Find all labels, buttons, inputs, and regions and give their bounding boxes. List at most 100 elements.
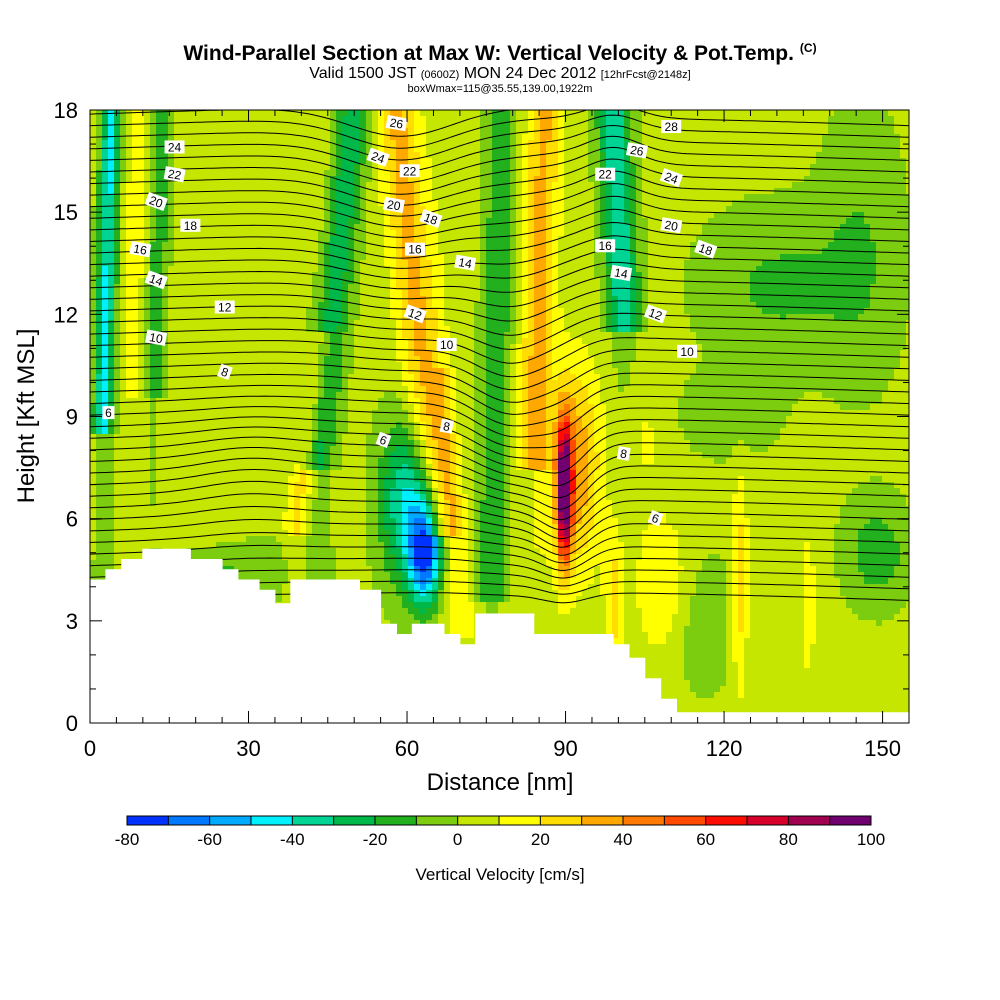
velocity-cell xyxy=(282,152,289,159)
velocity-cell xyxy=(258,260,265,267)
velocity-cell xyxy=(126,128,133,135)
velocity-cell xyxy=(330,512,337,519)
velocity-cell xyxy=(240,482,247,489)
velocity-cell xyxy=(336,470,343,477)
velocity-cell xyxy=(318,530,325,537)
velocity-cell xyxy=(210,314,217,321)
velocity-cell xyxy=(270,416,277,423)
velocity-cell xyxy=(234,254,241,261)
velocity-cell xyxy=(192,152,199,159)
velocity-cell xyxy=(264,572,271,579)
velocity-cell xyxy=(372,110,379,117)
velocity-cell xyxy=(234,332,241,339)
velocity-cell xyxy=(288,272,295,279)
velocity-cell xyxy=(96,566,103,573)
velocity-cell xyxy=(156,488,163,495)
velocity-cell xyxy=(378,314,385,321)
velocity-cell xyxy=(330,566,337,573)
velocity-cell xyxy=(102,188,109,195)
velocity-cell xyxy=(360,116,367,123)
velocity-cell xyxy=(306,200,313,207)
velocity-cell xyxy=(174,542,181,549)
velocity-cell xyxy=(372,512,379,519)
velocity-cell xyxy=(318,572,325,579)
velocity-cell xyxy=(174,278,181,285)
velocity-cell xyxy=(330,248,337,255)
velocity-cell xyxy=(228,392,235,399)
velocity-cell xyxy=(324,398,331,405)
velocity-cell xyxy=(366,530,373,537)
velocity-cell xyxy=(360,164,367,171)
velocity-cell xyxy=(144,350,151,357)
velocity-cell xyxy=(210,446,217,453)
velocity-cell xyxy=(180,434,187,441)
velocity-cell xyxy=(324,554,331,561)
velocity-cell xyxy=(210,134,217,141)
velocity-cell xyxy=(102,176,109,183)
velocity-cell xyxy=(360,530,367,537)
velocity-cell xyxy=(96,140,103,147)
velocity-cell xyxy=(312,302,319,309)
velocity-cell xyxy=(276,158,283,165)
velocity-cell xyxy=(108,182,115,189)
velocity-cell xyxy=(294,164,301,171)
velocity-cell xyxy=(318,266,325,273)
velocity-cell xyxy=(198,146,205,153)
velocity-cell xyxy=(348,530,355,537)
velocity-cell xyxy=(240,290,247,297)
velocity-cell xyxy=(222,470,229,477)
velocity-cell xyxy=(324,128,331,135)
velocity-cell xyxy=(246,320,253,327)
velocity-cell xyxy=(174,338,181,345)
velocity-cell xyxy=(96,272,103,279)
velocity-cell xyxy=(378,290,385,297)
velocity-cell xyxy=(228,290,235,297)
velocity-cell xyxy=(318,542,325,549)
velocity-cell xyxy=(246,482,253,489)
velocity-cell xyxy=(96,368,103,375)
velocity-cell xyxy=(330,458,337,465)
velocity-cell xyxy=(186,464,193,471)
velocity-cell xyxy=(156,134,163,141)
velocity-cell xyxy=(354,158,361,165)
velocity-cell xyxy=(210,398,217,405)
velocity-cell xyxy=(126,320,133,327)
velocity-cell xyxy=(162,362,169,369)
velocity-cell xyxy=(270,398,277,405)
velocity-cell xyxy=(258,572,265,579)
velocity-cell xyxy=(348,506,355,513)
velocity-cell xyxy=(186,458,193,465)
velocity-cell xyxy=(144,530,151,537)
velocity-cell xyxy=(240,518,247,525)
velocity-cell xyxy=(96,110,103,117)
velocity-cell xyxy=(240,344,247,351)
velocity-cell xyxy=(168,134,175,141)
velocity-cell xyxy=(282,218,289,225)
velocity-cell xyxy=(198,482,205,489)
velocity-cell xyxy=(138,548,145,555)
velocity-cell xyxy=(366,266,373,273)
velocity-cell xyxy=(342,440,349,447)
velocity-cell xyxy=(276,374,283,381)
velocity-cell xyxy=(246,290,253,297)
velocity-cell xyxy=(150,116,157,123)
velocity-cell xyxy=(342,518,349,525)
velocity-cell xyxy=(306,158,313,165)
velocity-cell xyxy=(318,512,325,519)
velocity-cell xyxy=(252,302,259,309)
velocity-cell xyxy=(90,362,97,369)
velocity-cell xyxy=(372,170,379,177)
velocity-cell xyxy=(144,446,151,453)
velocity-cell xyxy=(372,494,379,501)
velocity-cell xyxy=(360,506,367,513)
velocity-cell xyxy=(114,380,121,387)
velocity-cell xyxy=(240,416,247,423)
velocity-cell xyxy=(276,110,283,117)
velocity-cell xyxy=(132,140,139,147)
velocity-cell xyxy=(264,128,271,135)
velocity-cell xyxy=(96,320,103,327)
velocity-cell xyxy=(240,248,247,255)
velocity-cell xyxy=(264,254,271,261)
velocity-cell xyxy=(282,116,289,123)
velocity-cell xyxy=(324,452,331,459)
